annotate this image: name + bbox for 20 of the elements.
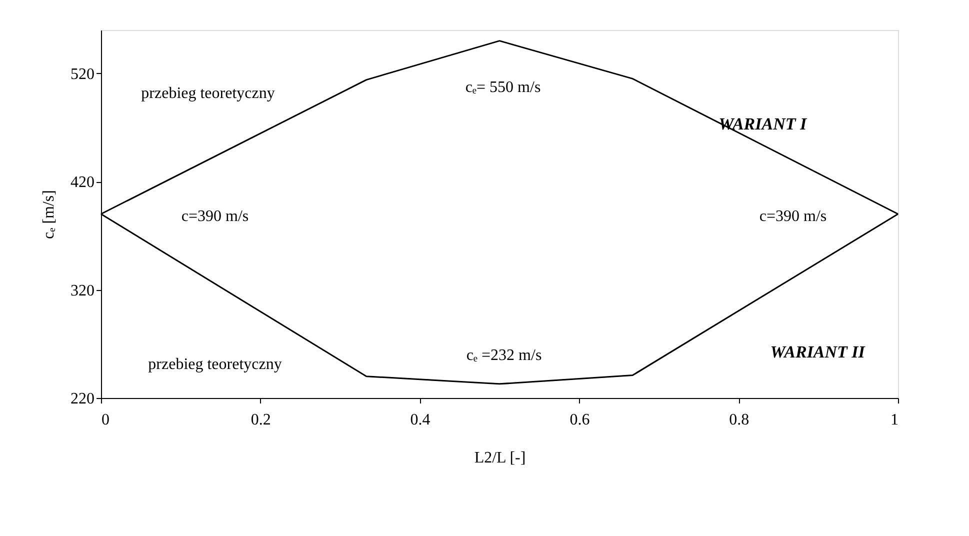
y-axis-title: cₑ [m/s] xyxy=(40,190,58,239)
text: WARIANT II xyxy=(770,342,866,362)
x-tick-label: 0.4 xyxy=(410,412,430,428)
annotation: przebieg teoretyczny xyxy=(148,356,282,373)
x-tick-label: 0 xyxy=(102,412,110,428)
y-tick-label: 320 xyxy=(70,282,94,300)
annotation: c=390 m/s xyxy=(181,208,249,225)
annotation: cₑ= 550 m/s xyxy=(465,79,541,96)
x-tick-label: 0.2 xyxy=(250,412,271,428)
annotation: przebieg teoretyczny xyxy=(141,85,275,102)
series-label: WARIANT I xyxy=(718,114,808,134)
x-tick-label: 1 xyxy=(890,412,898,428)
y-tick-label: 220 xyxy=(70,390,94,408)
x-tick-label: 0.6 xyxy=(570,412,590,428)
y-tick-label: 520 xyxy=(70,66,94,83)
x-axis-title: L2/L [-] xyxy=(474,450,526,466)
annotation: c=390 m/s xyxy=(759,208,827,225)
x-tick-label: 0.8 xyxy=(729,412,750,428)
annotation: cₑ =232 m/s xyxy=(466,347,542,364)
y-tick-label: 420 xyxy=(70,174,94,192)
